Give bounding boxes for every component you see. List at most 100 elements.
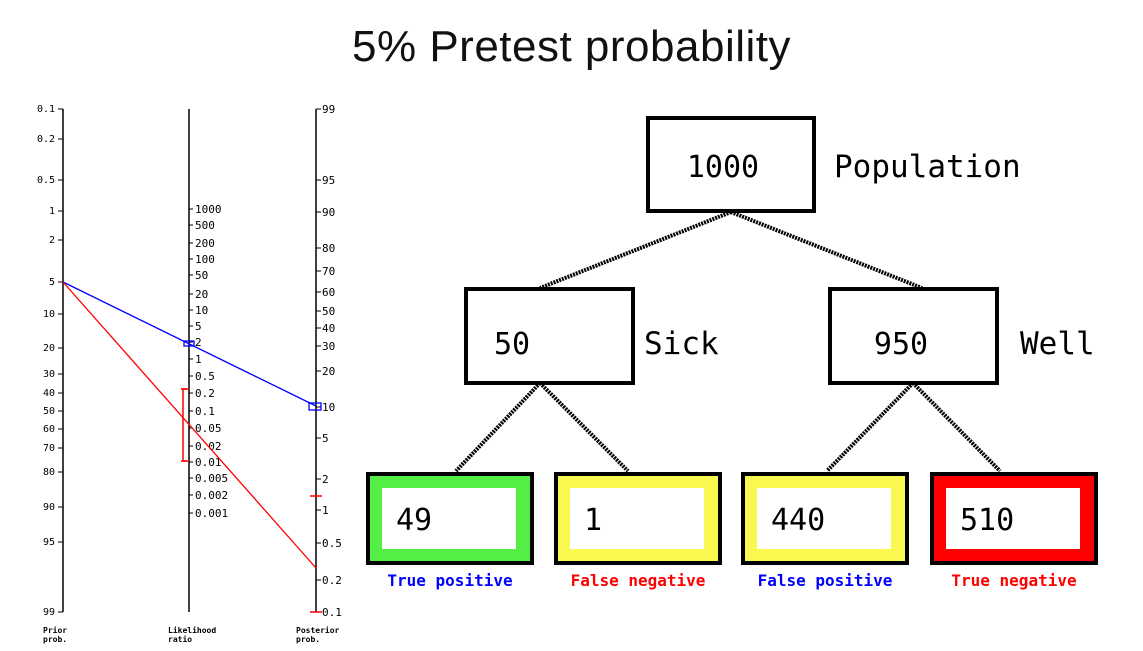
leaf-node: 1 False negative: [554, 472, 722, 590]
likelihood-tick-label: 0.5: [195, 370, 215, 383]
posterior-tick-label: 2: [322, 473, 329, 486]
prior-tick-label: 50: [43, 406, 55, 417]
sick-node: 50 Sick: [464, 287, 719, 385]
prior-label-line1: Prior: [43, 625, 67, 635]
posterior-tick-label: 1: [322, 504, 329, 517]
posterior-tick-label: 70: [322, 265, 335, 278]
root-node: 1000 Population: [646, 116, 1021, 213]
sick-box: [464, 287, 635, 385]
likelihood-tick-label: 50: [195, 269, 208, 282]
well-box: [828, 287, 999, 385]
likelihood-tick-label: 200: [195, 237, 215, 250]
likelihood-tick-label: 0.1: [195, 405, 215, 418]
likelihood-tick-label: 500: [195, 219, 215, 232]
leaf-node: 440 False positive: [741, 472, 909, 590]
well-node: 950 Well: [828, 287, 1095, 385]
leaf-label: True negative: [951, 571, 1076, 590]
likelihood-tick-label: 20: [195, 288, 208, 301]
likelihood-tick-label: 0.005: [195, 472, 228, 485]
fagan-nomogram: 0.1 0.2 0.5 1 2 5 10 20 30 40 50 60 70 80 90 95 99 1000 5…: [37, 103, 342, 644]
page-title: 5% Pretest probability: [352, 22, 791, 71]
root-value: 1000: [687, 150, 759, 185]
connector-well-tn: [911, 381, 1002, 473]
connector-well-fp: [825, 381, 915, 473]
posterior-tick-label: 10: [322, 401, 335, 414]
root-label: Population: [834, 149, 1021, 185]
likelihood-tick-label: 0.001: [195, 507, 228, 520]
posterior-tick-label: 5: [322, 432, 329, 445]
posterior-tick-label: 80: [322, 242, 335, 255]
posterior-tick-label: 50: [322, 305, 335, 318]
prior-tick-label: 1: [49, 206, 55, 217]
prior-tick-label: 20: [43, 343, 55, 354]
sick-label: Sick: [644, 326, 719, 362]
leaf-inner-box: [946, 488, 1080, 549]
blue-lr-marker: [183, 340, 195, 347]
prior-tick-label: 80: [43, 467, 55, 478]
likelihood-tick-label: 5: [195, 320, 202, 333]
posterior-label-line2: prob.: [296, 635, 320, 644]
red-nomogram-line: [62, 281, 317, 569]
likelihood-tick-label: 2: [195, 336, 202, 349]
leaf-value: 49: [396, 503, 432, 538]
posterior-tick-label: 0.5: [322, 537, 342, 550]
tree-connectors: [454, 210, 1002, 473]
prior-tick-label: 95: [43, 537, 55, 548]
posterior-tick-label: 40: [322, 322, 335, 335]
well-value: 950: [874, 327, 928, 362]
likelihood-tick-label: 0.2: [195, 387, 215, 400]
well-label: Well: [1020, 326, 1095, 362]
posterior-tick-label: 90: [322, 206, 335, 219]
red-lr-bracket: [182, 388, 187, 462]
prior-ticks: 0.1 0.2 0.5 1 2 5 10 20 30 40 50 60 70 80 90 95 99: [37, 104, 63, 618]
prior-tick-label: 0.5: [37, 175, 55, 186]
leaf-label: False negative: [571, 571, 706, 590]
blue-nomogram-line: [62, 281, 317, 407]
leaf-value: 1: [584, 503, 602, 538]
blue-posterior-marker: [308, 402, 322, 411]
leaf-inner-box: [570, 488, 704, 549]
posterior-tick-label: 0.2: [322, 574, 342, 587]
leaf-inner-box: [382, 488, 516, 549]
likelihood-label-line2: ratio: [168, 634, 192, 644]
root-box: [646, 116, 816, 213]
posterior-tick-label: 0.1: [322, 606, 342, 619]
likelihood-tick-label: 0.01: [195, 456, 222, 469]
leaf-label: True positive: [387, 571, 512, 590]
sick-value: 50: [494, 327, 530, 362]
likelihood-ticks: 10005002001005020105210.50.20.10.050.020…: [189, 203, 228, 520]
leaf-value: 440: [771, 503, 825, 538]
prior-tick-label: 30: [43, 369, 55, 380]
prior-tick-label: 90: [43, 502, 55, 513]
connector-root-sick: [539, 210, 732, 290]
likelihood-tick-label: 0.002: [195, 489, 228, 502]
prior-tick-label: 99: [43, 607, 55, 618]
connector-root-well: [730, 210, 923, 290]
likelihood-tick-label: 100: [195, 253, 215, 266]
prior-tick-label: 40: [43, 388, 55, 399]
prior-tick-label: 60: [43, 424, 55, 435]
leaf-node: 49 True positive: [366, 472, 534, 590]
prior-tick-label: 5: [49, 277, 55, 288]
posterior-tick-label: 99: [322, 103, 335, 116]
connector-sick-tp: [454, 381, 542, 473]
prior-tick-label: 10: [43, 309, 55, 320]
prior-tick-label: 70: [43, 443, 55, 454]
posterior-tick-label: 60: [322, 286, 335, 299]
posterior-tick-label: 30: [322, 340, 335, 353]
likelihood-label-line1: Likelihood: [168, 625, 216, 635]
likelihood-tick-label: 10: [195, 304, 208, 317]
leaf-node: 510 True negative: [930, 472, 1098, 590]
connector-sick-fn: [538, 381, 630, 473]
posterior-label-line1: Posterior: [296, 625, 340, 635]
prior-label-line2: prob.: [43, 635, 67, 644]
likelihood-tick-label: 1000: [195, 203, 222, 216]
prior-tick-label: 0.1: [37, 104, 55, 115]
posterior-tick-label: 95: [322, 174, 335, 187]
likelihood-tick-label: 1: [195, 353, 202, 366]
leaf-nodes: 49 True positive 1 False negative 440 False p…: [366, 472, 1098, 590]
leaf-value: 510: [960, 503, 1014, 538]
prior-tick-label: 0.2: [37, 134, 55, 145]
leaf-label: False positive: [758, 571, 893, 590]
